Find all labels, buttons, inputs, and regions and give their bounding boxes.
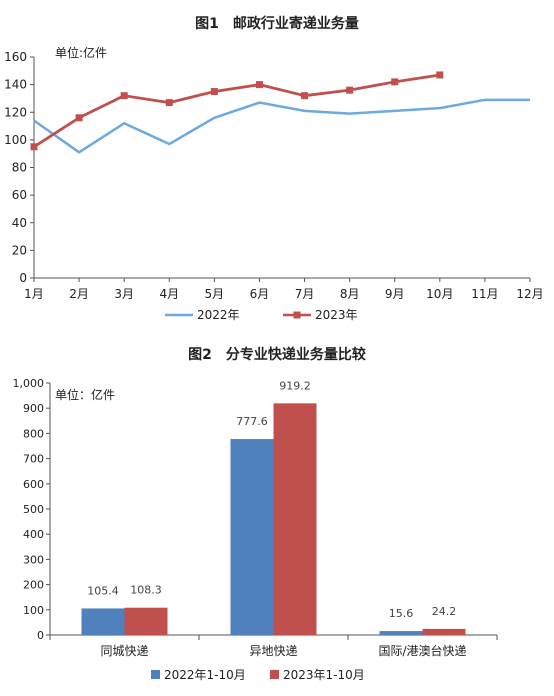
data-point — [165, 99, 173, 107]
y-tick-label: 100 — [23, 604, 44, 617]
y-tick-label: 300 — [23, 553, 44, 566]
legend-label: 2023年1-10月 — [283, 668, 365, 682]
chart-title: 图1 邮政行业寄递业务量 — [195, 16, 359, 32]
bar — [422, 628, 466, 635]
y-tick-label: 120 — [4, 105, 27, 119]
x-tick-label: 5月 — [205, 287, 225, 301]
x-tick-label: 1月 — [24, 287, 44, 301]
data-label: 24.2 — [432, 605, 457, 618]
bar — [379, 631, 423, 635]
bar — [81, 608, 125, 635]
y-tick-label: 600 — [23, 478, 44, 491]
bar — [230, 439, 274, 635]
legend-swatch — [151, 670, 160, 679]
data-label: 108.3 — [130, 584, 162, 597]
data-point — [210, 88, 218, 96]
bar — [124, 607, 168, 635]
legend-swatch — [270, 670, 279, 679]
y-tick-label: 400 — [23, 528, 44, 541]
line-chart-plot: 0 20 40 60 80 100 120 140 160 1月 2月 3月 4月 5月 6月 7月 8月 9月 1… — [4, 50, 544, 322]
data-label: 777.6 — [236, 415, 268, 428]
y-tick-label: 20 — [12, 243, 27, 257]
x-tick-label: 异地快递 — [249, 644, 297, 658]
y-tick-label: 0 — [37, 629, 44, 642]
legend-label: 2022年 — [197, 308, 240, 322]
data-point — [120, 92, 128, 100]
y-tick-label: 100 — [4, 133, 27, 147]
data-label: 105.4 — [87, 584, 119, 597]
y-tick-label: 200 — [23, 579, 44, 592]
data-point — [436, 71, 444, 79]
x-tick-label: 国际/港澳台快递 — [378, 643, 466, 658]
data-label: 15.6 — [389, 607, 414, 620]
legend-label: 2022年1-10月 — [164, 668, 246, 682]
data-point — [391, 78, 399, 86]
series-line — [33, 73, 441, 148]
x-tick-label: 4月 — [159, 287, 179, 301]
data-point — [75, 114, 83, 122]
y-tick-label: 160 — [4, 50, 27, 64]
data-point — [30, 143, 38, 151]
y-tick-label: 80 — [12, 161, 27, 175]
data-label: 919.2 — [279, 379, 311, 392]
unit-label: 单位：亿件 — [55, 388, 116, 402]
x-tick-label: 7月 — [295, 287, 315, 301]
x-tick-label: 6月 — [250, 287, 270, 301]
x-tick-label: 9月 — [385, 287, 405, 301]
chart-title: 图2 分专业快递业务量比较 — [188, 347, 366, 363]
bar-chart: 图2 分专业快递业务量比较 单位：亿件 0 100 200 300 400 500 600 7… — [0, 336, 554, 696]
legend-marker — [293, 311, 301, 319]
y-tick-label: 1,000 — [13, 377, 45, 390]
x-tick-label: 11月 — [471, 287, 498, 301]
data-point — [346, 86, 354, 94]
y-tick-label: 40 — [12, 216, 27, 230]
y-tick-label: 500 — [23, 503, 44, 516]
y-tick-label: 0 — [19, 271, 27, 285]
y-tick-label: 700 — [23, 453, 44, 466]
y-tick-label: 900 — [23, 402, 44, 415]
x-tick-label: 8月 — [340, 287, 360, 301]
y-tick-label: 140 — [4, 78, 27, 92]
data-point — [255, 81, 263, 89]
x-tick-label: 12月 — [516, 287, 543, 301]
bar — [273, 403, 317, 635]
x-tick-label: 10月 — [426, 287, 453, 301]
x-tick-label: 2月 — [69, 287, 89, 301]
unit-label: 单位:亿件 — [55, 46, 108, 60]
legend-label: 2023年 — [315, 308, 358, 322]
data-point — [301, 92, 309, 100]
bar-chart-plot: 0 100 200 300 400 500 600 700 800 900 1,000 同城快递 105… — [13, 377, 498, 682]
y-tick-label: 800 — [23, 427, 44, 440]
y-tick-label: 60 — [12, 188, 27, 202]
x-tick-label: 3月 — [114, 287, 134, 301]
x-tick-label: 同城快递 — [100, 644, 148, 658]
series-line — [33, 98, 530, 154]
line-chart: 图1 邮政行业寄递业务量 单位:亿件 0 20 40 60 80 100 120 140 160… — [0, 0, 554, 330]
